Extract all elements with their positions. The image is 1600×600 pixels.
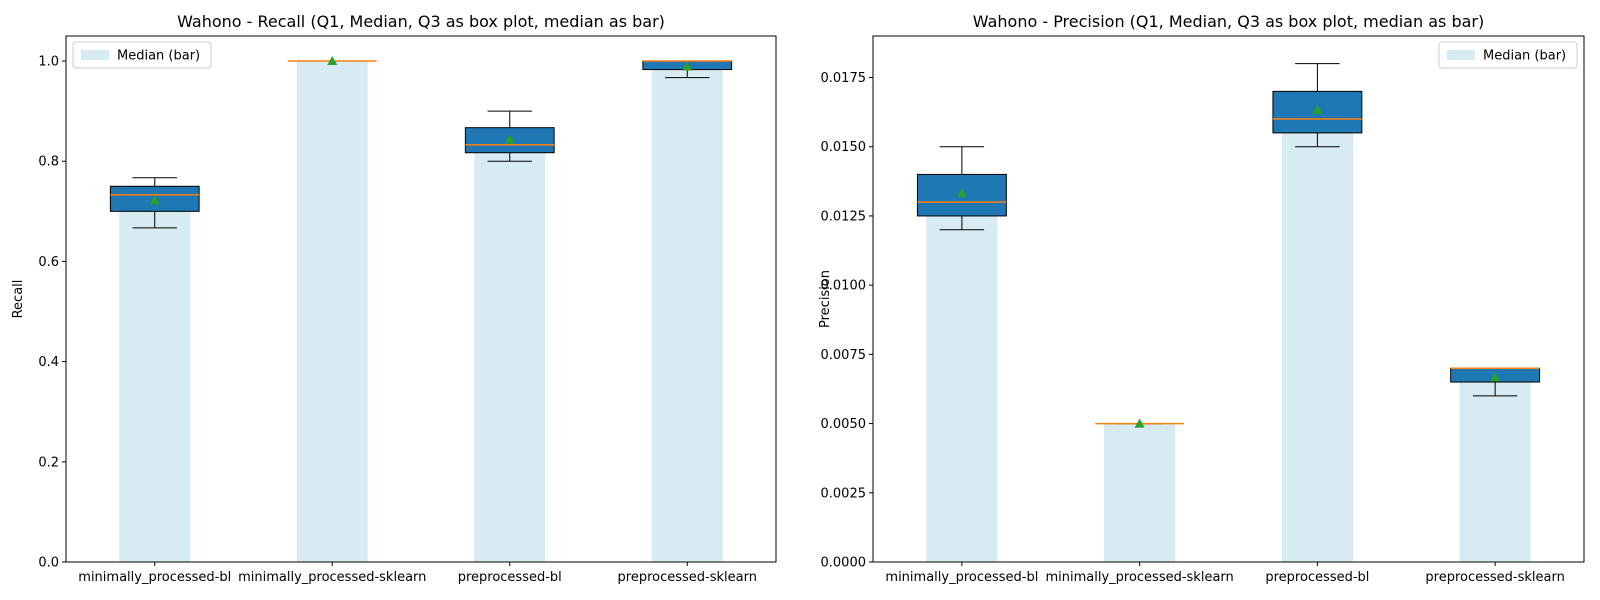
y-tick-label: 0.0075 bbox=[821, 348, 867, 363]
median-bar-preprocessed-bl bbox=[474, 144, 546, 562]
x-tick-label: minimally_processed-sklearn bbox=[238, 570, 426, 585]
x-tick-label: minimally_processed-bl bbox=[78, 570, 231, 585]
legend: Median (bar) bbox=[72, 41, 212, 69]
x-tick-label: preprocessed-bl bbox=[458, 570, 562, 585]
mean-marker bbox=[682, 61, 693, 71]
y-axis-label: Precision bbox=[818, 270, 833, 328]
legend: Median (bar) bbox=[1438, 41, 1578, 69]
mean-marker bbox=[1312, 104, 1323, 114]
y-tick-label: 0.0150 bbox=[821, 140, 867, 155]
x-tick-label: preprocessed-sklearn bbox=[618, 570, 757, 585]
box-minimally_processed-bl bbox=[916, 146, 1007, 231]
y-tick-label: 0.0 bbox=[38, 556, 59, 571]
mean-marker bbox=[149, 195, 160, 205]
box-preprocessed-bl bbox=[1272, 63, 1363, 148]
legend-label: Median (bar) bbox=[1483, 49, 1566, 64]
box-minimally_processed-sklearn bbox=[287, 56, 377, 66]
legend-swatch bbox=[81, 50, 109, 60]
chart-title: Wahono - Recall (Q1, Median, Q3 as box p… bbox=[177, 12, 665, 31]
x-tick-label: preprocessed-sklearn bbox=[1425, 570, 1564, 585]
plot-frame bbox=[872, 35, 1585, 563]
median-bar-minimally_processed-sklearn bbox=[296, 61, 368, 563]
chart-title: Wahono - Precision (Q1, Median, Q3 as bo… bbox=[973, 12, 1484, 31]
mean-marker bbox=[956, 187, 967, 197]
mean-marker bbox=[504, 134, 515, 144]
chart-panel-1: Wahono - Recall (Q1, Median, Q3 as box p… bbox=[11, 12, 777, 585]
plot-frame bbox=[65, 35, 777, 563]
y-tick-label: 0.0125 bbox=[821, 209, 867, 224]
y-tick-label: 0.4 bbox=[38, 355, 59, 370]
y-tick-label: 0.8 bbox=[38, 155, 59, 170]
chart-panel-2: Wahono - Precision (Q1, Median, Q3 as bo… bbox=[818, 12, 1585, 585]
mean-marker bbox=[1490, 372, 1501, 382]
median-bar-preprocessed-sklearn bbox=[1459, 368, 1531, 562]
mean-marker bbox=[327, 56, 338, 66]
legend-box bbox=[72, 41, 212, 69]
y-tick-label: 0.0050 bbox=[821, 417, 867, 432]
median-bar-minimally_processed-sklearn bbox=[1104, 423, 1176, 562]
box-minimally_processed-bl bbox=[109, 177, 200, 229]
mean-marker bbox=[1134, 418, 1145, 428]
y-tick-label: 0.0100 bbox=[821, 279, 867, 294]
y-tick-label: 1.0 bbox=[38, 55, 59, 70]
x-tick-label: preprocessed-bl bbox=[1265, 570, 1369, 585]
y-tick-label: 0.0000 bbox=[821, 556, 867, 571]
legend-box bbox=[1438, 41, 1578, 69]
median-bar-preprocessed-sklearn bbox=[651, 61, 723, 563]
legend-label: Median (bar) bbox=[117, 49, 200, 64]
box-preprocessed-sklearn bbox=[642, 60, 733, 79]
box-preprocessed-sklearn bbox=[1450, 367, 1541, 397]
x-tick-label: minimally_processed-sklearn bbox=[1045, 570, 1233, 585]
box-minimally_processed-sklearn bbox=[1095, 418, 1185, 428]
x-tick-label: minimally_processed-bl bbox=[885, 570, 1038, 585]
median-bar-minimally_processed-bl bbox=[926, 202, 998, 562]
y-axis-label: Recall bbox=[11, 280, 26, 319]
median-bar-preprocessed-bl bbox=[1281, 119, 1353, 562]
box-preprocessed-bl bbox=[464, 110, 555, 162]
y-tick-label: 0.2 bbox=[38, 455, 59, 470]
median-bar-minimally_processed-bl bbox=[119, 194, 191, 562]
y-tick-label: 0.6 bbox=[38, 255, 59, 270]
y-tick-label: 0.0025 bbox=[821, 486, 867, 501]
legend-swatch bbox=[1447, 50, 1475, 60]
y-tick-label: 0.0175 bbox=[821, 71, 867, 86]
